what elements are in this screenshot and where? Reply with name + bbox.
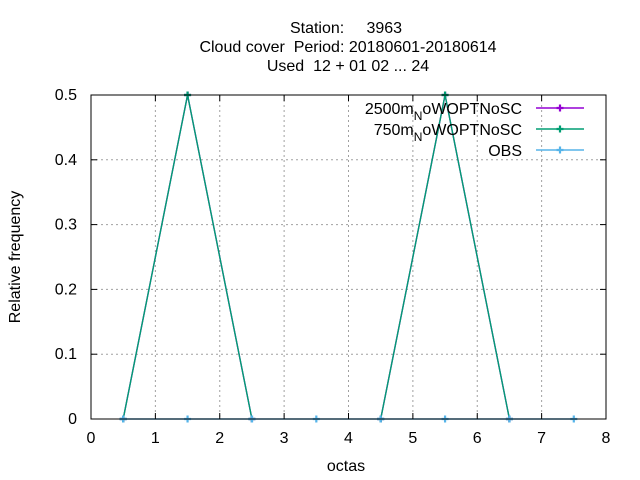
legend-marker <box>556 125 564 133</box>
y-tick-label: 0.4 <box>55 152 77 169</box>
y-tick-label: 0 <box>68 411 77 428</box>
legend-marker <box>556 146 564 154</box>
chart-title-line-2: Cloud cover Period: 20180601-20180614 <box>199 39 496 56</box>
legend-label-tail: oWOPTNoSC <box>422 122 522 139</box>
series-line <box>122 94 253 420</box>
x-tick-label: 1 <box>151 430 160 447</box>
x-axis-label: octas <box>327 458 365 475</box>
series-line <box>122 94 253 420</box>
legend-label-tail: oWOPTNoSC <box>422 101 522 118</box>
legend-label: OBS <box>488 143 522 160</box>
legend-entry-2: 750mNoWOPTNoSC <box>374 122 584 144</box>
series-2 <box>119 91 513 423</box>
legend-label-subscript: N <box>414 109 423 123</box>
legend-label-main: 2500m <box>365 101 414 118</box>
x-tick-label: 2 <box>215 430 224 447</box>
chart-title-line-3: Used 12 + 01 02 ... 24 <box>267 58 429 75</box>
x-tick-label: 0 <box>87 430 96 447</box>
x-tick-label: 5 <box>408 430 417 447</box>
legend-label-subscript: N <box>414 130 423 144</box>
legend-marker <box>556 104 564 112</box>
x-tick-label: 7 <box>537 430 546 447</box>
axis-ticks: 0 1 2 3 4 5 6 7 8 0 0.1 0.2 0.3 0.4 0.5 <box>55 87 611 447</box>
legend-entry-3: OBS <box>488 143 584 160</box>
x-tick-label: 3 <box>280 430 289 447</box>
legend-entry-1: 2500mNoWOPTNoSC <box>365 101 584 123</box>
x-tick-label: 6 <box>473 430 482 447</box>
y-tick-label: 0.5 <box>55 87 77 104</box>
x-tick-label: 8 <box>602 430 611 447</box>
legend-label: 2500mNoWOPTNoSC <box>365 101 522 123</box>
chart-title-line-1: Station: 3963 <box>290 20 402 37</box>
grid <box>91 95 606 419</box>
legend-label-main: OBS <box>488 143 522 160</box>
legend-label: 750mNoWOPTNoSC <box>374 122 522 144</box>
y-axis-label: Relative frequency <box>7 191 24 324</box>
y-tick-label: 0.1 <box>55 346 77 363</box>
y-tick-label: 0.3 <box>55 217 77 234</box>
legend-label-main: 750m <box>374 122 414 139</box>
x-tick-label: 4 <box>344 430 353 447</box>
y-tick-label: 0.2 <box>55 281 77 298</box>
